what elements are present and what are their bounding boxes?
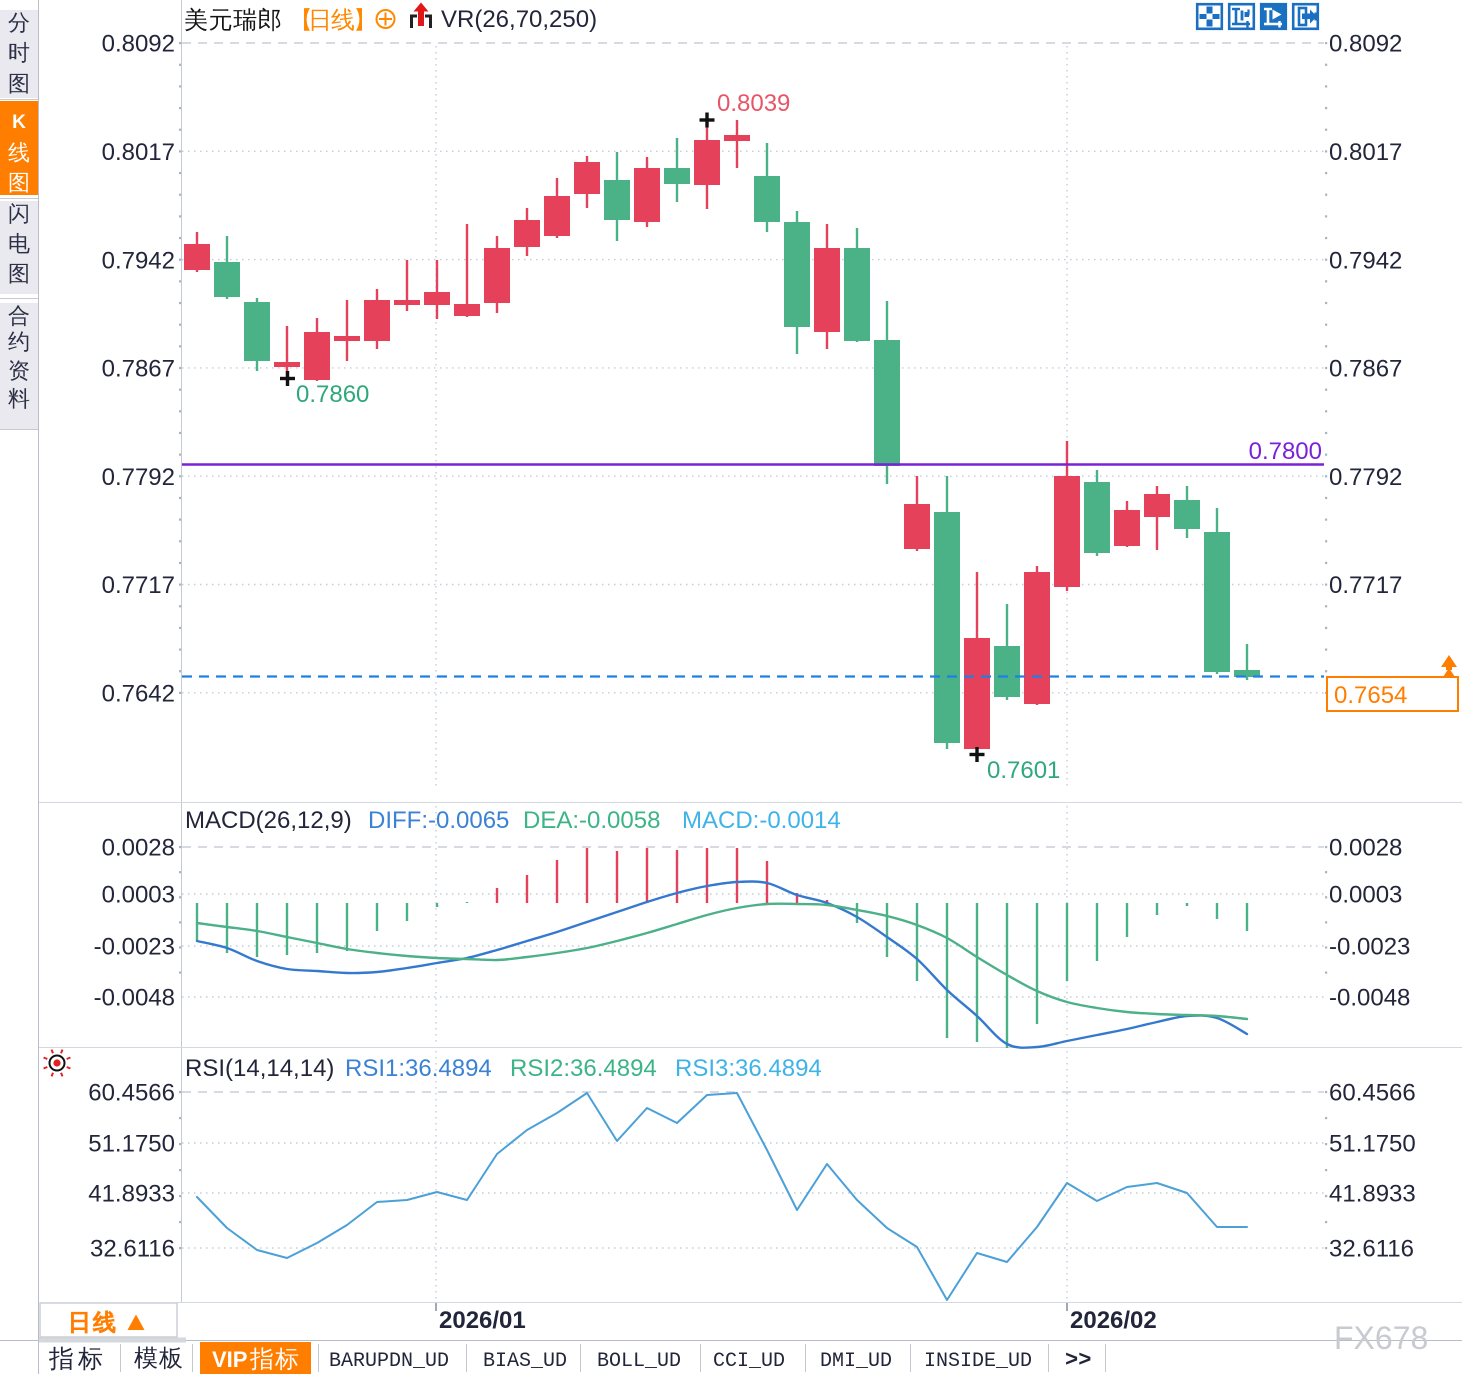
svg-text:0.8039: 0.8039 — [717, 90, 790, 117]
svg-text:-0.0048: -0.0048 — [1329, 985, 1410, 1012]
svg-text:0.8017: 0.8017 — [102, 139, 175, 166]
svg-text:INSIDE_UD: INSIDE_UD — [924, 1350, 1032, 1373]
svg-text:MACD:-0.0014: MACD:-0.0014 — [682, 807, 841, 834]
svg-text:0.7792: 0.7792 — [1329, 464, 1402, 491]
svg-text:DIFF:-0.0065: DIFF:-0.0065 — [368, 807, 509, 834]
svg-text:51.1750: 51.1750 — [1329, 1131, 1416, 1158]
svg-text:0.0028: 0.0028 — [102, 835, 175, 862]
svg-text:BIAS_UD: BIAS_UD — [483, 1350, 567, 1373]
svg-text:0.8092: 0.8092 — [1329, 31, 1402, 58]
svg-text:0.0028: 0.0028 — [1329, 835, 1402, 862]
svg-text:0.0003: 0.0003 — [1329, 882, 1402, 909]
svg-text:VR(26,70,250): VR(26,70,250) — [441, 6, 597, 33]
svg-text:0.7800: 0.7800 — [1249, 438, 1322, 465]
svg-text:RSI3:36.4894: RSI3:36.4894 — [675, 1055, 822, 1082]
svg-text:BOLL_UD: BOLL_UD — [597, 1350, 681, 1373]
svg-text:-0.0048: -0.0048 — [94, 985, 175, 1012]
svg-text:2026/02: 2026/02 — [1070, 1307, 1157, 1334]
svg-text:FX678: FX678 — [1334, 1320, 1428, 1356]
svg-text:0.7792: 0.7792 — [102, 464, 175, 491]
svg-text:32.6116: 32.6116 — [90, 1236, 175, 1263]
svg-text:0.7867: 0.7867 — [1329, 356, 1402, 383]
svg-text:0.7717: 0.7717 — [102, 572, 175, 599]
svg-text:RSI(14,14,14): RSI(14,14,14) — [185, 1055, 334, 1082]
svg-text:MACD(26,12,9): MACD(26,12,9) — [185, 807, 352, 834]
svg-text:41.8933: 41.8933 — [1329, 1181, 1416, 1208]
svg-text:0.7942: 0.7942 — [1329, 247, 1402, 274]
svg-text:0.7860: 0.7860 — [296, 381, 369, 408]
svg-text:0.7601: 0.7601 — [987, 757, 1060, 784]
svg-text:VIP: VIP — [212, 1347, 247, 1372]
svg-text:-0.0023: -0.0023 — [94, 934, 175, 961]
svg-text:41.8933: 41.8933 — [88, 1181, 175, 1208]
svg-text:51.1750: 51.1750 — [88, 1131, 175, 1158]
svg-text:RSI2:36.4894: RSI2:36.4894 — [510, 1055, 657, 1082]
svg-text:60.4566: 60.4566 — [88, 1080, 175, 1107]
svg-text:DEA:-0.0058: DEA:-0.0058 — [523, 807, 660, 834]
svg-text:DMI_UD: DMI_UD — [820, 1350, 892, 1373]
svg-text:0.7942: 0.7942 — [102, 247, 175, 274]
svg-text:2026/01: 2026/01 — [439, 1307, 526, 1334]
svg-text:CCI_UD: CCI_UD — [713, 1350, 785, 1373]
svg-text:60.4566: 60.4566 — [1329, 1080, 1416, 1107]
svg-text:RSI1:36.4894: RSI1:36.4894 — [345, 1055, 492, 1082]
svg-text:0.7717: 0.7717 — [1329, 572, 1402, 599]
svg-text:K: K — [12, 112, 26, 133]
svg-text:BARUPDN_UD: BARUPDN_UD — [329, 1350, 449, 1373]
svg-text:0.7642: 0.7642 — [102, 681, 175, 708]
svg-text:0.0003: 0.0003 — [102, 882, 175, 909]
svg-text:-0.0023: -0.0023 — [1329, 934, 1410, 961]
svg-text:32.6116: 32.6116 — [1329, 1236, 1414, 1263]
svg-text:0.8092: 0.8092 — [102, 31, 175, 58]
svg-text:0.8017: 0.8017 — [1329, 139, 1402, 166]
svg-text:0.7654: 0.7654 — [1334, 682, 1407, 709]
svg-text:>>: >> — [1065, 1348, 1091, 1373]
svg-text:0.7867: 0.7867 — [102, 356, 175, 383]
